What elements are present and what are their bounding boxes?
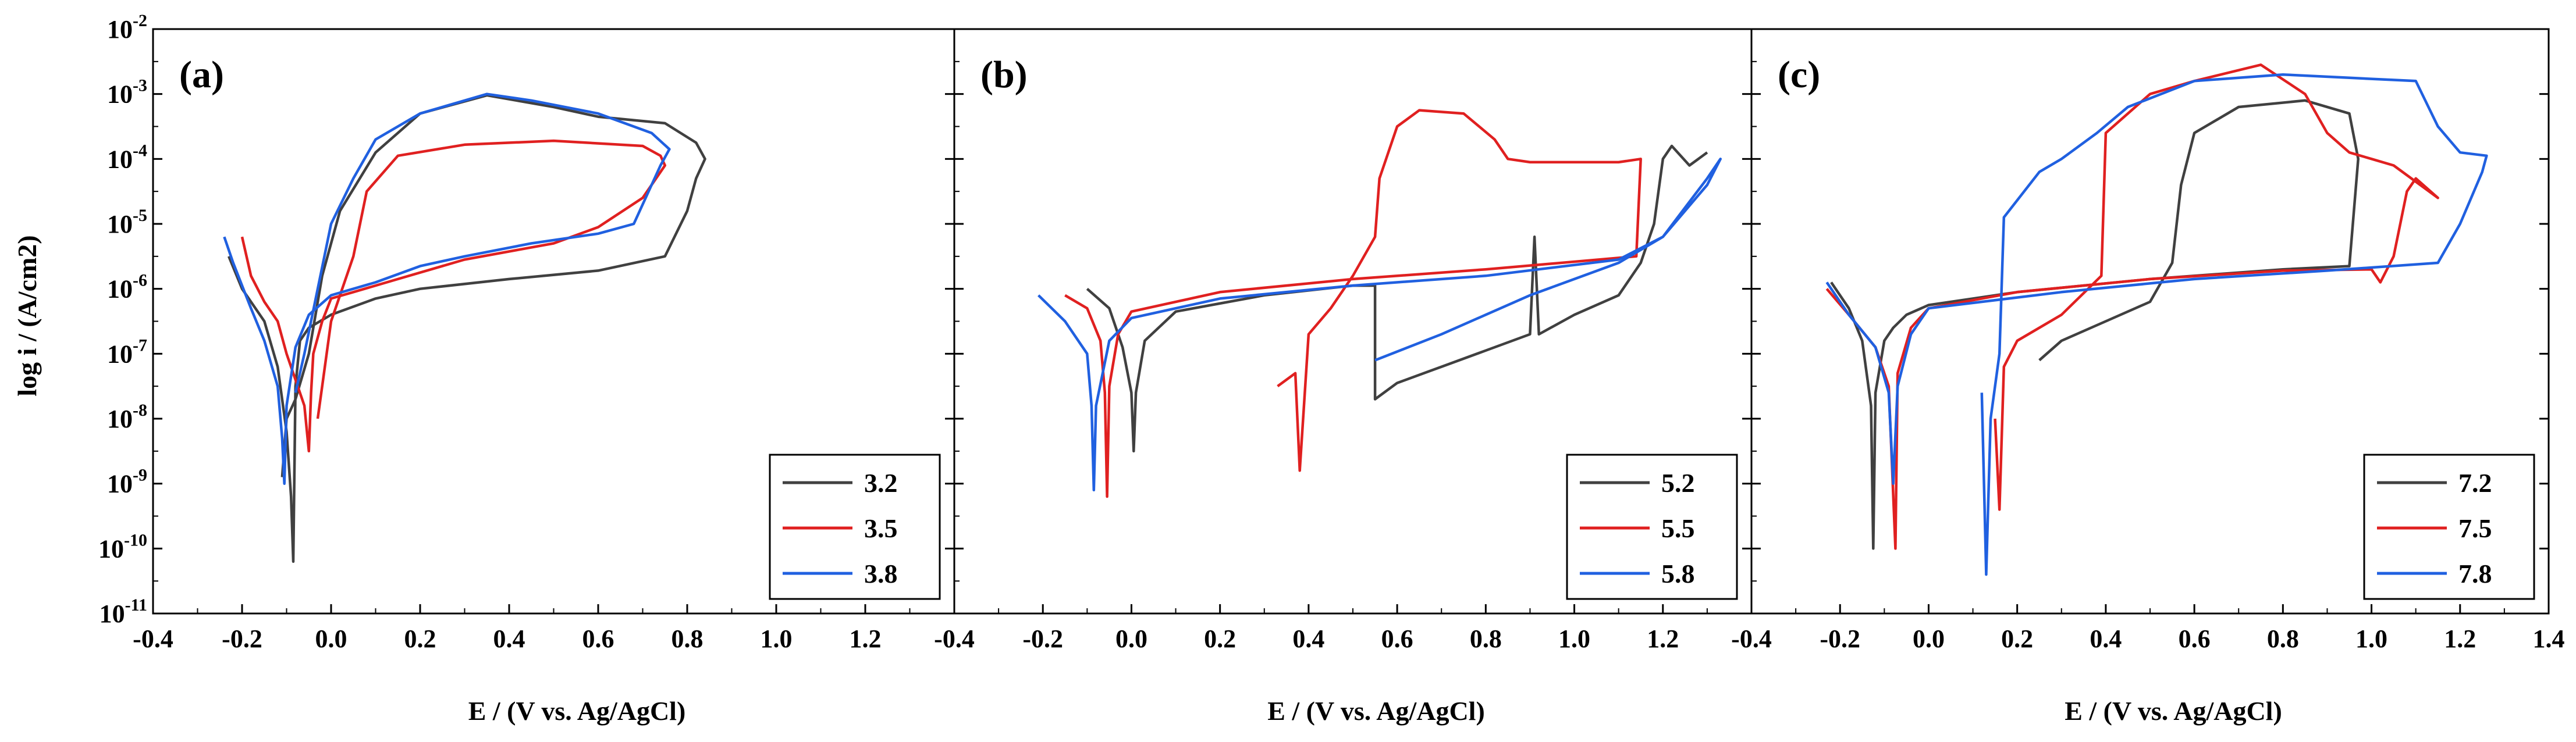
y-tick-label: 10-4 (107, 141, 147, 173)
series-layer (1037, 109, 1722, 498)
y-tick-label: 10-10 (98, 530, 147, 563)
x-tick-label: 0.0 (1913, 625, 1945, 653)
legend-label: 7.2 (2458, 468, 2492, 498)
legend-label: 5.8 (1661, 559, 1695, 588)
x-tick-label: -0.2 (222, 625, 262, 653)
y-tick-base: 10 (98, 534, 124, 563)
legend-label: 5.2 (1661, 468, 1695, 498)
y-tick-base: 10 (107, 145, 133, 173)
x-tick-label: -0.4 (133, 625, 173, 653)
panel-label: (c) (1778, 53, 1820, 96)
x-tick-label: 1.2 (1647, 625, 1679, 653)
series-line-5.2 (1086, 144, 1708, 453)
legend-label: 3.2 (864, 468, 898, 498)
x-tick-label: 0.0 (315, 625, 347, 653)
y-tick-label: 10-11 (100, 595, 147, 628)
y-tick-exponent: -7 (133, 336, 147, 355)
y-tick-label: 10-2 (107, 11, 147, 44)
y-tick-base: 10 (107, 340, 133, 368)
x-tick-label: 0.4 (1292, 625, 1324, 653)
x-tick-label: 1.0 (761, 625, 793, 653)
series-line-3.2 (228, 94, 706, 563)
x-tick-label: -0.4 (934, 625, 975, 653)
series-line-7.2 (1830, 99, 2360, 550)
x-tick-label: 1.2 (850, 625, 882, 653)
x-tick-label: 0.4 (493, 625, 525, 653)
legend-label: 7.8 (2458, 559, 2492, 588)
y-tick-base: 10 (107, 15, 133, 44)
x-tick-label: 1.4 (2533, 625, 2565, 653)
y-tick-exponent: -2 (133, 11, 147, 30)
series-line-7.5 (1825, 63, 2439, 550)
y-tick-exponent: -8 (133, 401, 147, 420)
legend-label: 3.8 (864, 559, 898, 588)
y-tick-exponent: -11 (125, 595, 147, 615)
y-tick-label: 10-9 (107, 466, 147, 498)
y-tick-exponent: -3 (133, 76, 147, 95)
y-axis-title: log i / (A/cm2) (12, 235, 42, 396)
x-tick-label: 1.0 (2355, 625, 2387, 653)
x-tick-label: -0.2 (1820, 625, 1860, 653)
y-axis-title-group: log i / (A/cm2) (12, 235, 42, 396)
x-tick-label: 0.2 (1204, 625, 1236, 653)
x-axis-title: E / (V vs. Ag/AgCl) (2065, 696, 2282, 726)
x-tick-label: 0.6 (2179, 625, 2211, 653)
legend-label: 7.5 (2458, 513, 2492, 543)
x-tick-label: 0.8 (671, 625, 703, 653)
panel-a: -0.4 -0.2 0.0 0.2 0.4 0.6 0.8 1.0 1.2 E / (V vs. … (133, 28, 955, 726)
y-tick-label: 10-6 (107, 271, 147, 304)
panel-b: -0.4 -0.2 0.0 0.2 0.4 0.6 0.8 1.0 1.2 E / (V vs. … (934, 28, 1753, 726)
y-tick-label: 10-7 (107, 336, 147, 368)
series-line-7.8 (1825, 73, 2488, 576)
x-tick-label: 0.6 (1381, 625, 1413, 653)
y-tick-base: 10 (107, 470, 133, 498)
x-tick-label: 0.4 (2090, 625, 2122, 653)
x-tick-label: 0.6 (582, 625, 614, 653)
x-axis-title: E / (V vs. Ag/AgCl) (1267, 696, 1485, 726)
x-tick-label: 1.2 (2444, 625, 2476, 653)
x-axis-title: E / (V vs. Ag/AgCl) (468, 696, 686, 726)
y-tick-base: 10 (107, 405, 133, 433)
y-tick-base: 10 (107, 275, 133, 304)
x-tick-label: -0.2 (1022, 625, 1063, 653)
y-tick-exponent: -5 (133, 206, 147, 225)
series-line-3.8 (223, 92, 671, 485)
x-tick-label: 0.2 (2001, 625, 2033, 653)
x-tick-label: 1.0 (1558, 625, 1590, 653)
panel-c: -0.4 -0.2 0.0 0.2 0.4 0.6 0.8 1.0 1.2 1.4 E / (V v… (1731, 28, 2565, 726)
series-line-5.5 (1064, 109, 1642, 498)
y-tick-base: 10 (100, 600, 125, 628)
y-tick-labels: 10-1110-1010-910-810-710-610-510-410-310… (98, 11, 147, 628)
panel-label: (b) (980, 53, 1028, 96)
y-tick-label: 10-8 (107, 401, 147, 433)
y-tick-label: 10-5 (107, 206, 147, 238)
panel-label: (a) (179, 53, 224, 96)
series-line-5.8 (1037, 158, 1722, 492)
series-line-3.5 (240, 139, 667, 453)
y-tick-base: 10 (107, 80, 133, 109)
y-tick-label: 10-3 (107, 76, 147, 109)
y-tick-exponent: -6 (133, 271, 147, 290)
legend-label: 5.5 (1661, 513, 1695, 543)
x-tick-label: 0.2 (404, 625, 436, 653)
y-tick-exponent: -4 (133, 141, 147, 160)
x-tick-label: 0.8 (2267, 625, 2299, 653)
y-tick-exponent: -9 (133, 466, 147, 485)
series-layer (1825, 63, 2488, 576)
series-layer (223, 92, 706, 563)
x-tick-label: 0.0 (1115, 625, 1147, 653)
y-tick-base: 10 (107, 210, 133, 238)
x-tick-label: -0.4 (1731, 625, 1772, 653)
legend-label: 3.5 (864, 513, 898, 543)
x-tick-label: 0.8 (1470, 625, 1502, 653)
y-tick-exponent: -10 (124, 530, 147, 550)
